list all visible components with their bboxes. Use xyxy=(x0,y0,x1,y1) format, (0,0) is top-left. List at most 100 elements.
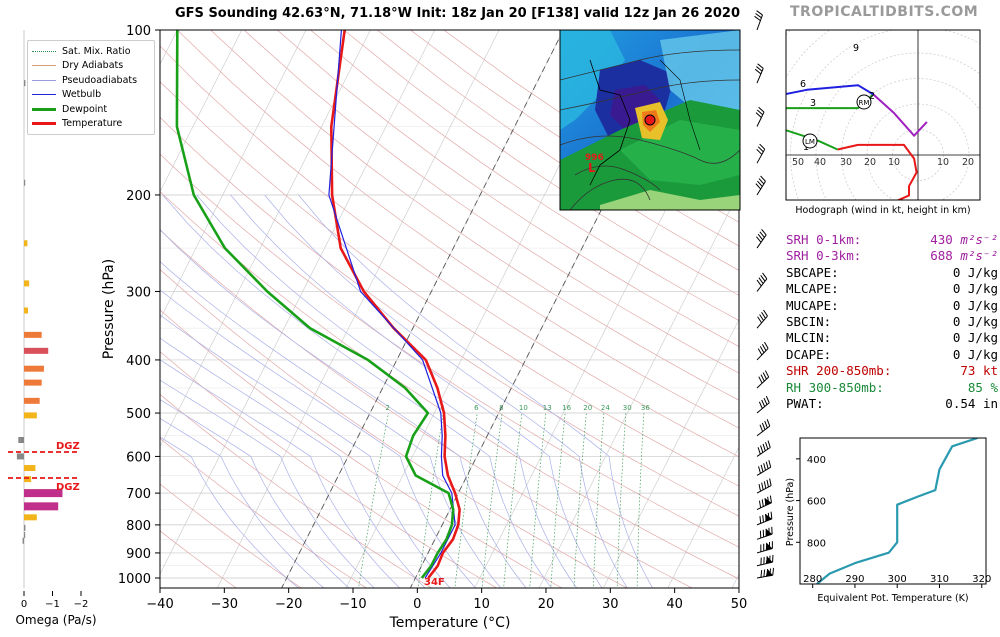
isotherm-line xyxy=(667,446,739,588)
stat-label: SBCIN: xyxy=(786,313,832,329)
wind-barb xyxy=(756,419,771,437)
stat-value: 0 J/kg xyxy=(952,313,998,329)
stat-label: SRH 0-1km: xyxy=(786,232,862,247)
legend-swatch xyxy=(32,50,56,52)
mixing-ratio-label: 2 xyxy=(385,404,389,412)
wind-barb xyxy=(756,309,768,329)
stats-panel: SRH 0-1km: 430 m²s⁻² SRH 0-3km: 688 m²s⁻² SB… xyxy=(786,232,998,412)
mixing-ratio-label: 36 xyxy=(641,404,650,412)
mixing-ratio-label: 6 xyxy=(474,404,479,412)
dry-adiabat xyxy=(160,351,498,588)
omega-bar xyxy=(24,331,42,338)
dry-adiabat xyxy=(160,45,739,458)
omega-bar xyxy=(24,307,28,314)
ytick-label: 900 xyxy=(126,547,151,562)
pseudoadiabat xyxy=(160,261,502,588)
omega-bar xyxy=(24,179,26,186)
pseudoadiabat xyxy=(298,194,654,588)
omega-xlabel: Omega (Pa/s) xyxy=(15,613,96,627)
xtick-label: −10 xyxy=(339,597,366,612)
ytick-label: 200 xyxy=(126,189,151,204)
map-low-marker: L xyxy=(588,161,596,175)
wind-barb xyxy=(756,526,773,540)
surface-temp-label: 34F xyxy=(424,577,445,588)
xtick-label: 50 xyxy=(731,597,748,612)
ept-xtick-label: 300 xyxy=(888,574,907,585)
wind-barb xyxy=(756,272,768,292)
pseudoadiabat xyxy=(264,194,628,588)
stat-row: SBCIN: 0 J/kg xyxy=(786,313,998,330)
stat-label: SBCAPE: xyxy=(786,264,839,280)
pseudoadiabat xyxy=(160,418,325,588)
omega-bar xyxy=(24,240,28,247)
wind-barb xyxy=(756,541,773,554)
stat-row: MLCIN: 0 J/kg xyxy=(786,330,998,346)
omega-bar xyxy=(24,465,36,472)
wind-barbs xyxy=(754,10,775,579)
ytick-label: 700 xyxy=(126,487,151,502)
wind-barb xyxy=(756,567,775,579)
omega-bar xyxy=(24,476,32,483)
mixing-ratio-line xyxy=(636,412,645,588)
wind-barb xyxy=(756,228,767,249)
dry-adiabat xyxy=(160,483,302,588)
stat-label: RH 300-850mb: xyxy=(786,379,884,395)
ept-ytick-label: 600 xyxy=(807,497,826,508)
legend-swatch xyxy=(32,65,56,67)
xtick-label: 0 xyxy=(413,597,421,612)
legend-label: Sat. Mix. Ratio xyxy=(62,45,131,57)
wind-barb xyxy=(754,10,763,31)
dry-adiabat xyxy=(310,30,739,321)
stat-label: PWAT: xyxy=(786,395,824,411)
hodograph-ring-label: 10 xyxy=(937,157,949,168)
omega-bar xyxy=(24,514,37,521)
legend: Sat. Mix. Ratio Dry Adiabats Pseudoadiabat… xyxy=(27,40,155,135)
hodograph-frame xyxy=(785,29,981,201)
hodograph-panel: 50 40 30 20 10 10 20 9 63 2 1 RM LM xyxy=(785,29,981,201)
skewt-ylabel: Pressure (hPa) xyxy=(101,259,117,359)
mixing-ratio-label: 30 xyxy=(623,404,632,412)
stat-row: MLCAPE: 0 J/kg xyxy=(786,281,998,297)
omega-bar xyxy=(24,280,30,287)
xtick-label: 20 xyxy=(538,597,555,612)
omega-xtick-label: 0 xyxy=(21,599,27,610)
omega-bar xyxy=(18,437,24,444)
hodograph-marker-label: LM xyxy=(805,138,815,146)
omega-bar xyxy=(24,489,63,498)
legend-label: Temperature xyxy=(62,118,123,130)
omega-bar xyxy=(24,412,37,419)
ept-panel: 280 290 300 310 320 400 600 800 Equivalent Pot. … xyxy=(785,437,991,604)
pseudoadiabat xyxy=(162,194,552,588)
pseudoadiabat xyxy=(160,314,451,588)
hodograph-height-label: 6 xyxy=(800,79,806,90)
xtick-label: 30 xyxy=(602,597,619,612)
ept-xtick-label: 320 xyxy=(972,574,991,585)
ept-xtick-label: 310 xyxy=(930,574,949,585)
omega-bar xyxy=(24,524,26,531)
pseudoadiabat xyxy=(230,194,603,588)
stat-label: MLCIN: xyxy=(786,330,832,346)
pseudoadiabat xyxy=(160,229,527,588)
wind-barb xyxy=(756,478,772,494)
mixing-ratio-line xyxy=(454,412,478,588)
mixing-ratio-line xyxy=(592,412,605,588)
legend-item: Dewpoint xyxy=(32,102,150,117)
isotherm-line xyxy=(160,30,307,320)
ept-xlabel: Equivalent Pot. Temperature (K) xyxy=(817,593,968,604)
omega-bar xyxy=(24,502,59,511)
dry-adiabat xyxy=(160,309,563,588)
legend-label: Wetbulb xyxy=(62,89,102,101)
isotherm-line xyxy=(160,30,436,575)
omega-panel: DGZ DGZ 0 −1 −2 xyxy=(8,30,88,610)
wind-barb xyxy=(756,370,770,389)
stat-value: 0 J/kg xyxy=(952,346,998,362)
wind-barb xyxy=(756,460,772,476)
pseudoadiabat xyxy=(160,436,300,588)
xtick-label: −20 xyxy=(275,597,302,612)
legend-swatch xyxy=(32,107,56,111)
mixing-ratio-label: 24 xyxy=(601,404,610,412)
stat-label: DCAPE: xyxy=(786,346,832,362)
legend-label: Pseudoadiabats xyxy=(62,74,138,86)
pseudoadiabat xyxy=(160,399,350,588)
dry-adiabat xyxy=(160,437,368,588)
